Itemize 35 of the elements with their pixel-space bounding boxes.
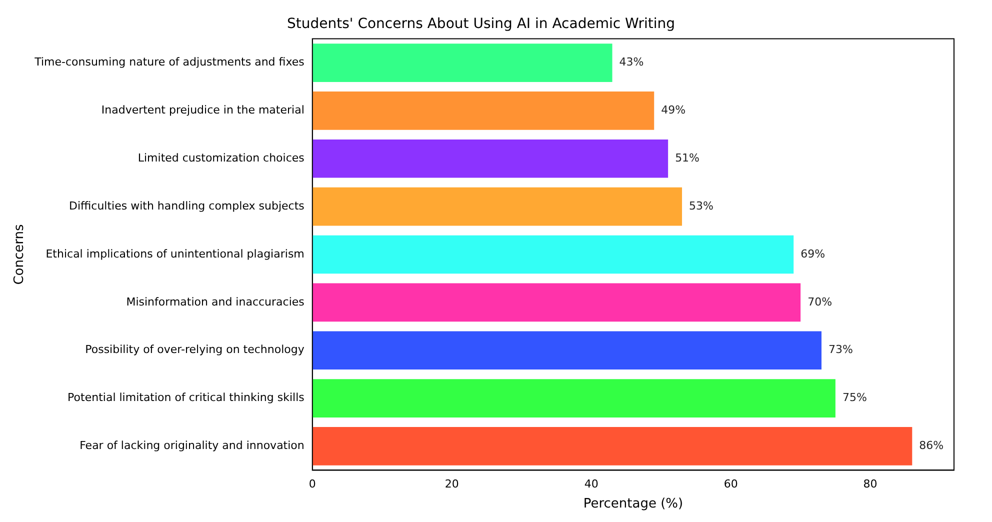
chart-title: Students' Concerns About Using AI in Academic Writing [287, 16, 675, 32]
y-tick-label: Difficulties with handling complex subjects [68, 199, 305, 212]
data-label: 53% [689, 199, 714, 212]
x-axis-title: Percentage (%) [583, 496, 684, 512]
data-label: 43% [619, 56, 644, 69]
y-tick-label: Limited customization choices [138, 151, 305, 164]
data-label: 51% [675, 151, 700, 164]
x-tick-label: 40 [584, 478, 598, 491]
x-tick-label: 0 [308, 478, 316, 491]
bar [312, 331, 822, 370]
bar [312, 427, 912, 466]
bar [312, 44, 612, 82]
y-axis-title: Concerns [12, 224, 28, 285]
bar [312, 235, 794, 274]
bar [312, 283, 801, 322]
y-tick-label: Potential limitation of critical thinking skills [68, 391, 305, 404]
bar [312, 139, 668, 178]
data-label: 70% [808, 295, 832, 308]
y-tick-label: Inadvertent prejudice in the material [101, 104, 304, 117]
x-tick-label: 60 [724, 478, 738, 491]
y-tick-label: Fear of lacking originality and innovation [80, 439, 304, 452]
data-label: 75% [842, 391, 867, 404]
data-label: 73% [828, 343, 853, 356]
data-label: 49% [661, 104, 686, 117]
bar [312, 379, 836, 418]
y-tick-label: Misinformation and inaccuracies [126, 295, 305, 308]
x-tick-label: 20 [444, 478, 459, 491]
bar [312, 92, 654, 130]
data-label: 69% [800, 247, 826, 260]
bar [312, 187, 682, 226]
y-tick-label: Time-consuming nature of adjustments and fixes [34, 56, 305, 69]
y-tick-label: Possibility of over-relying on technology [85, 343, 305, 356]
y-tick-label: Ethical implications of unintentional plagiarism [46, 247, 304, 260]
data-label: 86% [919, 439, 944, 452]
x-tick-label: 80 [863, 478, 878, 491]
